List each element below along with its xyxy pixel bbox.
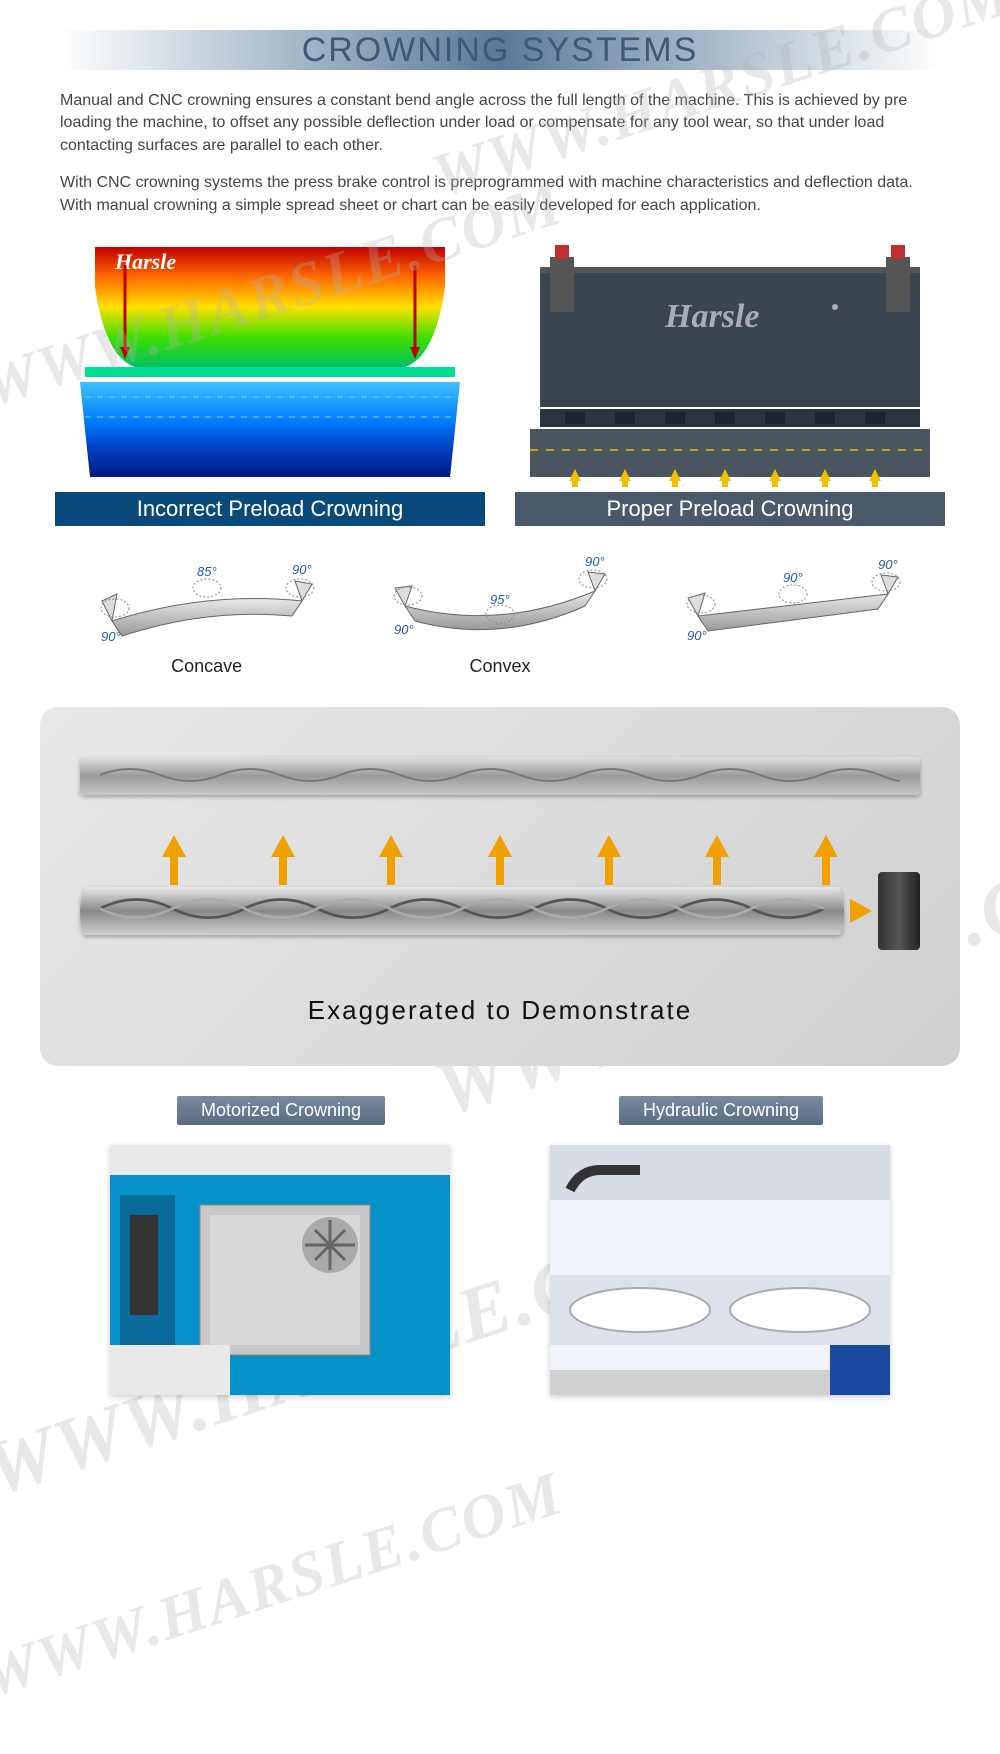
label-motorized: Motorized Crowning — [177, 1096, 385, 1125]
up-arrow-icon — [271, 835, 295, 857]
heatmap-diagram: Harsle — [55, 237, 485, 487]
bent-correct: 90° 90° 90° — [663, 546, 923, 677]
bent-label-convex: Convex — [370, 656, 630, 677]
intro-paragraph-1: Manual and CNC crowning ensures a consta… — [60, 90, 940, 157]
up-arrow-icon — [705, 835, 729, 857]
bent-concave: 90° 85° 90° Concave — [77, 546, 337, 677]
svg-text:90°: 90° — [783, 570, 803, 585]
demo-caption: Exaggerated to Demonstrate — [80, 995, 920, 1026]
arrow-row — [120, 835, 880, 857]
page-title: CROWNING SYSTEMS — [60, 30, 940, 70]
svg-text:90°: 90° — [394, 622, 414, 637]
brand-label: Harsle — [114, 249, 176, 274]
right-arrow-icon — [850, 899, 872, 923]
machine-incorrect: Harsle Incorrect Preload Crowning — [55, 237, 485, 526]
caption-proper: Proper Preload Crowning — [515, 492, 945, 526]
motor-icon — [878, 872, 920, 950]
intro-paragraph-2: With CNC crowning systems the press brak… — [60, 172, 940, 217]
svg-text:Harsle: Harsle — [664, 298, 759, 335]
svg-text:90°: 90° — [292, 562, 312, 577]
up-arrow-icon — [488, 835, 512, 857]
svg-text:90°: 90° — [101, 629, 121, 644]
svg-text:85°: 85° — [197, 564, 217, 579]
svg-text:95°: 95° — [490, 592, 510, 607]
up-arrow-icon — [162, 835, 186, 857]
machine-proper: Harsle Proper Preload Crowning — [515, 237, 945, 526]
bent-label-concave: Concave — [77, 656, 337, 677]
caption-incorrect: Incorrect Preload Crowning — [55, 492, 485, 526]
label-hydraulic: Hydraulic Crowning — [619, 1096, 823, 1125]
up-arrow-icon — [597, 835, 621, 857]
top-bar — [80, 757, 920, 795]
watermark: WWW.HARSLE.COM — [0, 1458, 572, 1713]
photo-hydraulic — [550, 1145, 890, 1395]
photo-motorized — [110, 1145, 450, 1395]
bent-convex: 90° 95° 90° Convex — [370, 546, 630, 677]
svg-text:90°: 90° — [687, 628, 707, 643]
up-arrow-icon — [814, 835, 838, 857]
svg-text:90°: 90° — [585, 554, 605, 569]
up-arrow-icon — [379, 835, 403, 857]
curved-bar — [79, 887, 844, 935]
demo-panel: Exaggerated to Demonstrate — [40, 707, 960, 1066]
press-brake-diagram: Harsle — [515, 237, 945, 487]
svg-text:90°: 90° — [878, 557, 898, 572]
